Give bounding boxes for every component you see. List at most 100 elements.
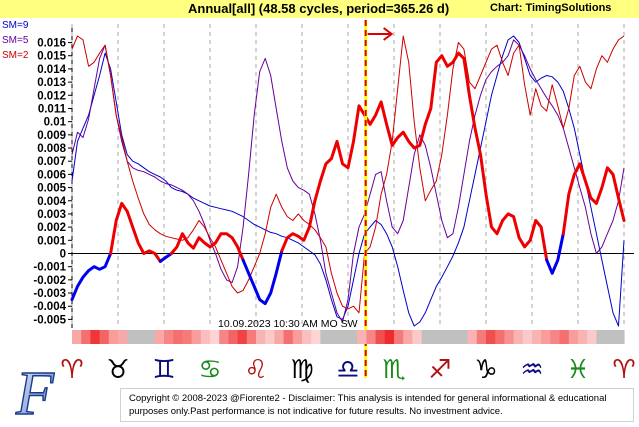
pisces-icon: ♓ — [566, 355, 589, 385]
heat-strip-cell — [513, 330, 524, 344]
y-tick-label: 0.013 — [37, 77, 66, 89]
heat-strip-cell — [495, 330, 505, 344]
heat-strip-cell — [283, 330, 294, 344]
capricorn-icon: ♑ — [474, 355, 497, 385]
series-line-main — [158, 252, 173, 263]
heat-strip-cell — [246, 330, 257, 344]
heat-strip-cell — [72, 330, 82, 344]
title-bar: Annual[all] (48.58 cycles, period=365.26… — [0, 0, 639, 18]
copyright-line-2: purposes only.Past performance is not in… — [129, 406, 503, 417]
heat-strip-cell — [200, 330, 211, 344]
series-line-main — [561, 162, 626, 236]
heat-strip-cell — [118, 330, 128, 344]
y-tick-label: 0.006 — [37, 169, 66, 181]
heat-strip-cell — [108, 330, 119, 344]
y-tick-label: 0.002 — [37, 222, 66, 234]
heat-strip-cell — [421, 330, 432, 344]
heat-strip-cell — [550, 330, 561, 344]
y-tick-label: -0.002 — [33, 275, 66, 287]
heat-strip-cell — [532, 330, 542, 344]
series-line-main — [70, 252, 113, 302]
y-tick-label: 0.012 — [37, 90, 66, 102]
y-tick-label: 0.01 — [44, 117, 67, 129]
heat-strip-cell — [357, 330, 367, 344]
y-tick-label: 0.005 — [37, 183, 66, 195]
y-tick-label: -0.004 — [33, 301, 66, 313]
series-line-main — [241, 249, 284, 306]
heat-strip-cell — [568, 330, 579, 344]
series-line-main — [109, 201, 162, 263]
series-line-sm-5 — [71, 39, 625, 323]
heat-strip-cell — [596, 330, 607, 344]
heat-strip-cell — [136, 330, 147, 344]
legend-sm9: SM=9 — [2, 20, 29, 31]
heat-strip-cell — [228, 330, 239, 344]
heat-strip-cell — [320, 330, 331, 344]
chart-credit: Chart: TimingSolutions — [490, 2, 612, 14]
fiorente-logo-icon: F — [14, 360, 55, 422]
heat-strip-cell — [440, 330, 450, 344]
heat-strip-cell — [486, 330, 496, 344]
heat-strip-cell — [145, 330, 156, 344]
heat-strip-cell — [504, 330, 515, 344]
heat-strip-cell — [541, 330, 551, 344]
heat-strip-cell — [237, 330, 248, 344]
heat-strip-cell — [99, 330, 110, 344]
y-tick-label: -0.005 — [33, 314, 66, 326]
heat-strip-cell — [605, 330, 616, 344]
y-tick-label: 0 — [60, 248, 66, 260]
y-tick-label: 0.014 — [37, 64, 66, 76]
heat-strip-cell — [182, 330, 193, 344]
legend-sm5: SM=5 — [2, 35, 29, 46]
y-tick-label: 0.004 — [37, 196, 66, 208]
series-line-main — [169, 232, 245, 262]
heat-strip-cell — [302, 330, 312, 344]
virgo-icon: ♍ — [290, 355, 313, 385]
heat-strip-cell — [265, 330, 275, 344]
heat-strip-cell — [412, 330, 423, 344]
heat-strip-cell — [476, 330, 487, 344]
date-label: 10.09.2023 10:30 AM MO SW — [218, 318, 358, 330]
heat-strip-cell — [375, 330, 386, 344]
heat-strip-cell — [292, 330, 303, 344]
y-tick-label: 0.015 — [37, 51, 66, 63]
y-tick-label: 0.001 — [37, 235, 66, 247]
heat-strip-cell — [366, 330, 377, 344]
scorpio-icon: ♏ — [382, 355, 405, 385]
heat-strip-cell — [191, 330, 202, 344]
aries-icon: ♈ — [60, 355, 83, 385]
y-tick-label: 0.008 — [37, 143, 66, 155]
y-tick-label: 0.011 — [38, 103, 67, 115]
heat-strip-cell — [587, 330, 597, 344]
heat-strip-cell — [403, 330, 413, 344]
libra-icon: ♎ — [336, 355, 359, 385]
heat-strip-cell — [394, 330, 404, 344]
y-tick-label: 0.009 — [37, 130, 66, 142]
series-line-main — [280, 51, 549, 262]
forecast-arrow-icon — [367, 27, 394, 41]
gemini-icon: ♊ — [152, 355, 175, 385]
aquarius-icon: ♒ — [520, 355, 543, 385]
heat-strip-cell — [127, 330, 137, 344]
chart-title: Annual[all] (48.58 cycles, period=365.26… — [188, 1, 450, 16]
y-tick-label: 0.007 — [37, 156, 66, 168]
sagittarius-icon: ♐ — [428, 355, 451, 385]
leo-icon: ♌ — [244, 355, 267, 385]
heat-strip-cell — [90, 330, 101, 344]
heat-strip-cell — [449, 330, 459, 344]
heat-strip-cell — [467, 330, 478, 344]
heat-strip-cell — [384, 330, 395, 344]
y-tick-label: 0.016 — [37, 38, 66, 50]
heat-strip-cell — [154, 330, 165, 344]
copyright-line-1: Copyright © 2008-2023 @Fiorente2 - Discl… — [129, 393, 607, 404]
heat-strip-cell — [311, 330, 321, 344]
heat-strip-cell — [256, 330, 266, 344]
heat-strip-cell — [578, 330, 588, 344]
heat-strip-cell — [338, 330, 349, 344]
heat-strip-cell — [614, 330, 625, 344]
y-tick-label: -0.001 — [33, 262, 66, 274]
aries-icon: ♈ — [612, 355, 635, 385]
heat-strip-cell — [274, 330, 285, 344]
legend-sm2: SM=2 — [2, 50, 29, 61]
